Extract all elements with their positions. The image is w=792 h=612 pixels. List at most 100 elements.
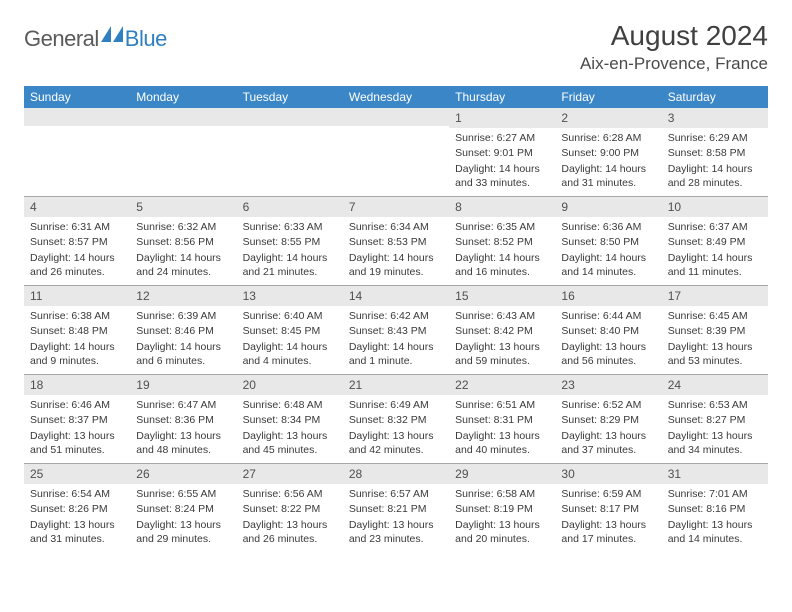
daylight-line: Daylight: 13 hours and 14 minutes. — [668, 518, 762, 546]
sunset-line: Sunset: 8:50 PM — [561, 235, 655, 249]
daylight-line: Daylight: 14 hours and 14 minutes. — [561, 251, 655, 279]
weekday-header: Monday — [130, 86, 236, 108]
sunrise-line: Sunrise: 6:55 AM — [136, 487, 230, 501]
sunrise-line: Sunrise: 6:59 AM — [561, 487, 655, 501]
day-body: Sunrise: 6:27 AMSunset: 9:01 PMDaylight:… — [449, 128, 555, 195]
day-number: 5 — [130, 197, 236, 217]
day-body: Sunrise: 6:42 AMSunset: 8:43 PM Daylight:… — [343, 306, 449, 373]
daylight-line: Daylight: 13 hours and 51 minutes. — [30, 429, 124, 457]
sunrise-line: Sunrise: 6:42 AM — [349, 309, 443, 323]
day-number: 7 — [343, 197, 449, 217]
sunset-line: Sunset: 8:32 PM — [349, 413, 443, 427]
sunset-line: Sunset: 8:56 PM — [136, 235, 230, 249]
day-cell: 7Sunrise: 6:34 AMSunset: 8:53 PMDaylight… — [343, 197, 449, 285]
day-cell: 10Sunrise: 6:37 AMSunset: 8:49 PMDayligh… — [662, 197, 768, 285]
sunrise-line: Sunrise: 6:39 AM — [136, 309, 230, 323]
day-body: Sunrise: 6:43 AMSunset: 8:42 PMDaylight:… — [449, 306, 555, 373]
sunset-line: Sunset: 8:57 PM — [30, 235, 124, 249]
sunrise-line: Sunrise: 6:28 AM — [561, 131, 655, 145]
sunrise-line: Sunrise: 6:37 AM — [668, 220, 762, 234]
day-number: 6 — [237, 197, 343, 217]
daylight-line: Daylight: 13 hours and 53 minutes. — [668, 340, 762, 368]
sunrise-line: Sunrise: 6:32 AM — [136, 220, 230, 234]
sunrise-line: Sunrise: 6:47 AM — [136, 398, 230, 412]
daylight-line: Daylight: 14 hours and 6 minutes. — [136, 340, 230, 368]
day-number: 21 — [343, 375, 449, 395]
week-row: 18Sunrise: 6:46 AMSunset: 8:37 PMDayligh… — [24, 374, 768, 463]
sunset-line: Sunset: 8:43 PM — [349, 324, 443, 338]
day-body: Sunrise: 6:52 AMSunset: 8:29 PMDaylight:… — [555, 395, 661, 462]
day-cell: 22Sunrise: 6:51 AMSunset: 8:31 PMDayligh… — [449, 375, 555, 463]
daylight-line: Daylight: 13 hours and 37 minutes. — [561, 429, 655, 457]
day-number: 17 — [662, 286, 768, 306]
day-cell — [237, 108, 343, 196]
day-cell: 11Sunrise: 6:38 AMSunset: 8:48 PMDayligh… — [24, 286, 130, 374]
day-body: Sunrise: 6:58 AMSunset: 8:19 PMDaylight:… — [449, 484, 555, 551]
daylight-line: Daylight: 14 hours and 4 minutes. — [243, 340, 337, 368]
day-body: Sunrise: 6:53 AMSunset: 8:27 PMDaylight:… — [662, 395, 768, 462]
weekday-header: Saturday — [662, 86, 768, 108]
week-row: 11Sunrise: 6:38 AMSunset: 8:48 PMDayligh… — [24, 285, 768, 374]
calendar-page: General Blue August 2024 Aix-en-Provence… — [0, 0, 792, 572]
day-cell — [130, 108, 236, 196]
day-number: 30 — [555, 464, 661, 484]
week-row: 1Sunrise: 6:27 AMSunset: 9:01 PMDaylight… — [24, 108, 768, 196]
sunrise-line: Sunrise: 6:29 AM — [668, 131, 762, 145]
day-cell: 3Sunrise: 6:29 AMSunset: 8:58 PMDaylight… — [662, 108, 768, 196]
sunrise-line: Sunrise: 6:36 AM — [561, 220, 655, 234]
day-body: Sunrise: 6:54 AMSunset: 8:26 PMDaylight:… — [24, 484, 130, 551]
sunset-line: Sunset: 9:01 PM — [455, 146, 549, 160]
daylight-line: Daylight: 14 hours and 26 minutes. — [30, 251, 124, 279]
day-number: 13 — [237, 286, 343, 306]
day-body: Sunrise: 6:34 AMSunset: 8:53 PMDaylight:… — [343, 217, 449, 284]
day-cell: 14 Sunrise: 6:42 AMSunset: 8:43 PM Dayligh… — [343, 286, 449, 374]
day-cell: 17Sunrise: 6:45 AMSunset: 8:39 PMDayligh… — [662, 286, 768, 374]
day-number: 20 — [237, 375, 343, 395]
day-cell: 8Sunrise: 6:35 AMSunset: 8:52 PMDaylight… — [449, 197, 555, 285]
sunrise-line: Sunrise: 6:51 AM — [455, 398, 549, 412]
daylight-line: Daylight: 14 hours and 33 minutes. — [455, 162, 549, 190]
day-cell: 21 Sunrise: 6:49 AMSunset: 8:32 PM Dayligh… — [343, 375, 449, 463]
day-cell: 5Sunrise: 6:32 AMSunset: 8:56 PMDaylight… — [130, 197, 236, 285]
day-body: Sunrise: 6:29 AMSunset: 8:58 PMDaylight:… — [662, 128, 768, 195]
daylight-line: Daylight: 13 hours and 45 minutes. — [243, 429, 337, 457]
daylight-line: Daylight: 13 hours and 56 minutes. — [561, 340, 655, 368]
day-body: Sunrise: 6:40 AMSunset: 8:45 PMDaylight:… — [237, 306, 343, 373]
daylight-line: Daylight: 13 hours and 42 minutes. — [349, 429, 443, 457]
day-body: Sunrise: 6:48 AMSunset: 8:34 PMDaylight:… — [237, 395, 343, 462]
sunset-line: Sunset: 8:48 PM — [30, 324, 124, 338]
sunset-line: Sunset: 8:37 PM — [30, 413, 124, 427]
brand-word-1: General — [24, 26, 99, 52]
day-body: Sunrise: 7:01 AMSunset: 8:16 PMDaylight:… — [662, 484, 768, 551]
day-cell: 26Sunrise: 6:55 AMSunset: 8:24 PMDayligh… — [130, 464, 236, 552]
day-number — [237, 108, 343, 126]
day-number: 8 — [449, 197, 555, 217]
sunrise-line: Sunrise: 6:40 AM — [243, 309, 337, 323]
day-cell: 12Sunrise: 6:39 AMSunset: 8:46 PMDayligh… — [130, 286, 236, 374]
weekday-header: Sunday — [24, 86, 130, 108]
daylight-line: Daylight: 13 hours and 26 minutes. — [243, 518, 337, 546]
sunset-line: Sunset: 8:22 PM — [243, 502, 337, 516]
week-row: 25Sunrise: 6:54 AMSunset: 8:26 PMDayligh… — [24, 463, 768, 552]
daylight-line: Daylight: 14 hours and 9 minutes. — [30, 340, 124, 368]
day-body: Sunrise: 6:46 AMSunset: 8:37 PMDaylight:… — [24, 395, 130, 462]
sunrise-line: Sunrise: 6:49 AM — [349, 398, 443, 412]
day-number: 19 — [130, 375, 236, 395]
day-number: 18 — [24, 375, 130, 395]
sunset-line: Sunset: 8:36 PM — [136, 413, 230, 427]
sunrise-line: Sunrise: 6:31 AM — [30, 220, 124, 234]
weekday-header: Tuesday — [237, 86, 343, 108]
day-number: 25 — [24, 464, 130, 484]
daylight-line: Daylight: 13 hours and 48 minutes. — [136, 429, 230, 457]
day-cell: 18Sunrise: 6:46 AMSunset: 8:37 PMDayligh… — [24, 375, 130, 463]
day-body: Sunrise: 6:37 AMSunset: 8:49 PMDaylight:… — [662, 217, 768, 284]
daylight-line: Daylight: 14 hours and 11 minutes. — [668, 251, 762, 279]
day-number: 11 — [24, 286, 130, 306]
daylight-line: Daylight: 14 hours and 1 minute. — [349, 340, 443, 368]
day-number: 3 — [662, 108, 768, 128]
brand-logo: General Blue — [24, 26, 167, 52]
sunset-line: Sunset: 8:17 PM — [561, 502, 655, 516]
day-number: 14 — [343, 286, 449, 306]
sunrise-line: Sunrise: 6:58 AM — [455, 487, 549, 501]
day-body: Sunrise: 6:44 AMSunset: 8:40 PMDaylight:… — [555, 306, 661, 373]
